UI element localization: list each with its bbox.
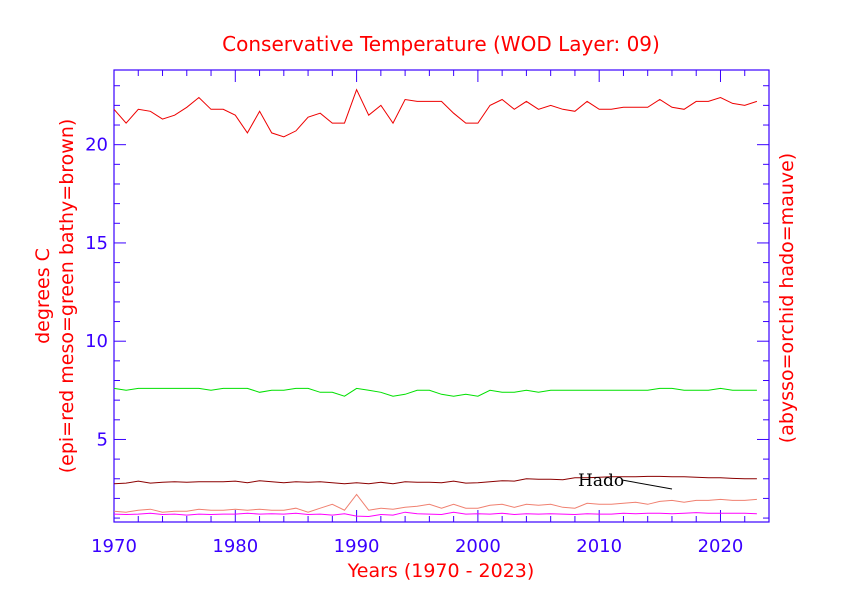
axis-ticks <box>113 70 769 522</box>
series-line-epi <box>113 88 758 138</box>
series-line-bathy <box>113 475 757 485</box>
y-tick-label: 5 <box>97 429 108 450</box>
series-line-meso <box>113 387 757 397</box>
series-line-abysso <box>113 511 757 518</box>
x-tick-label: 1980 <box>212 536 258 557</box>
y-axis-label-line1: degrees C <box>32 248 54 344</box>
x-tick-label: 2000 <box>455 536 501 557</box>
right-axis-label: (abysso=orchid hado=mauve) <box>776 153 798 443</box>
hado-annotation-pointer <box>621 479 673 490</box>
series-lines <box>113 88 758 518</box>
x-tick-label: 2020 <box>698 536 744 557</box>
chart-title: Conservative Temperature (WOD Layer: 09) <box>222 32 660 56</box>
plot-frame <box>113 69 770 523</box>
y-axis-label-line2: (epi=red meso=green bathy=brown) <box>56 119 78 474</box>
hado-annotation: Hado <box>578 471 624 491</box>
x-tick-label: 2010 <box>576 536 622 557</box>
tick-labels: 1970 1980 1990 2000 2010 2020 5 10 15 20 <box>85 135 743 557</box>
series-line-hado <box>113 493 757 513</box>
x-tick-label: 1990 <box>334 536 380 557</box>
plot-area-border <box>113 69 770 523</box>
x-axis-label: Years (1970 - 2023) <box>347 560 535 582</box>
y-tick-label: 15 <box>85 233 108 254</box>
x-tick-label: 1970 <box>91 536 137 557</box>
y-tick-label: 10 <box>85 331 108 352</box>
y-tick-label: 20 <box>85 135 108 156</box>
